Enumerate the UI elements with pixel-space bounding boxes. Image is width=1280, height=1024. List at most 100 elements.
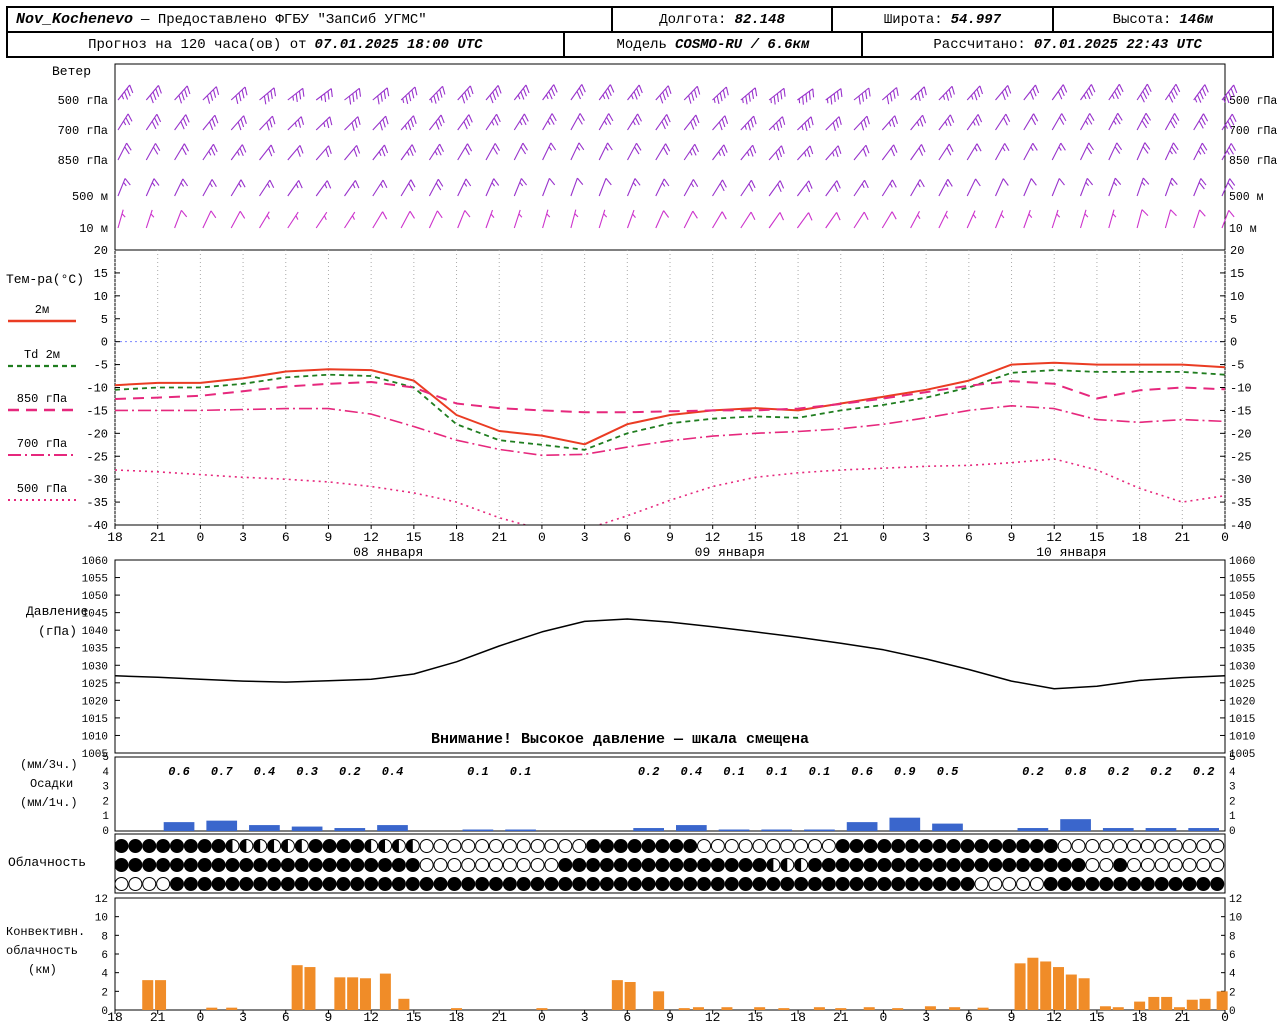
svg-text:0: 0: [101, 336, 108, 350]
svg-text:500 м: 500 м: [72, 190, 108, 204]
svg-text:6: 6: [623, 530, 631, 545]
altitude-label: Высота:: [1112, 11, 1172, 28]
svg-text:500 гПа: 500 гПа: [1229, 95, 1277, 108]
svg-text:-30: -30: [86, 473, 108, 487]
svg-text:21: 21: [491, 1010, 507, 1024]
svg-text:3: 3: [239, 530, 247, 545]
precip-bar: [633, 828, 664, 831]
svg-text:18: 18: [790, 530, 806, 545]
svg-text:20: 20: [1230, 244, 1244, 258]
conv-bar: [347, 977, 359, 1010]
wind-panel-title: Ветер: [52, 64, 92, 79]
svg-text:3: 3: [922, 1010, 930, 1024]
svg-text:-5: -5: [1230, 359, 1244, 373]
precip-bar: [505, 829, 536, 831]
svg-text:3: 3: [581, 530, 589, 545]
precip-bar: [889, 817, 921, 831]
svg-text:0.1: 0.1: [809, 765, 831, 779]
temp-legend: 2м Td 2м 850 гПа 700 гПа 500 гПа: [8, 303, 76, 501]
svg-text:0: 0: [1230, 336, 1237, 350]
svg-text:15: 15: [1230, 267, 1244, 281]
svg-text:9: 9: [1008, 530, 1016, 545]
altitude-segment: Высота: 146м: [1051, 8, 1272, 31]
svg-text:12: 12: [1229, 894, 1242, 906]
temp-line-Td 2м: [115, 369, 1225, 451]
conv-bar: [451, 1008, 463, 1010]
longitude-label: Долгота:: [659, 11, 727, 28]
svg-text:700 гПа: 700 гПа: [17, 437, 67, 451]
svg-text:0.4: 0.4: [254, 765, 276, 779]
conv-bar: [1173, 1007, 1185, 1010]
conv-bar: [754, 1007, 766, 1010]
svg-text:09 января: 09 января: [695, 545, 765, 560]
conv-bar: [155, 980, 167, 1010]
svg-text:3: 3: [922, 530, 930, 545]
conv-panel: 0 0 2 2 4 4 6 6 8 8 10 10 12 12: [95, 894, 1242, 1018]
pressure-panel-title: Давление: [26, 604, 89, 619]
conv-bar: [1065, 974, 1077, 1010]
svg-text:12: 12: [1046, 530, 1062, 545]
precip-bar: [291, 826, 323, 831]
model-label: Модель: [616, 36, 667, 53]
svg-text:12: 12: [705, 1010, 721, 1024]
svg-text:1045: 1045: [82, 609, 108, 621]
forecast-label: Прогноз на 120 часа(ов) от: [88, 36, 307, 53]
svg-text:500 гПа: 500 гПа: [17, 482, 67, 496]
conv-bar: [536, 1008, 548, 1010]
svg-text:1015: 1015: [1229, 714, 1255, 726]
temp-grid: [114, 250, 1226, 525]
svg-text:18: 18: [1132, 1010, 1148, 1024]
svg-text:1035: 1035: [1229, 644, 1255, 656]
conv-bar: [1078, 978, 1090, 1010]
svg-text:9: 9: [666, 1010, 674, 1024]
precip-bar: [1188, 828, 1219, 831]
svg-text:15: 15: [406, 530, 422, 545]
conv-bar: [1112, 1007, 1124, 1010]
svg-text:18: 18: [107, 530, 123, 545]
wind-barbs-700 гПа: 700 гПа 700 гПа: [58, 112, 1277, 138]
precip-bar: [804, 829, 835, 831]
svg-text:0.9: 0.9: [894, 765, 916, 779]
pressure-line: [114, 618, 1226, 690]
conv-bar: [1216, 991, 1228, 1010]
header: Nov_Kochenevo — Предоставлено ФГБУ "ЗапС…: [6, 6, 1274, 58]
model-segment: Модель COSMO-RU / 6.6км: [562, 33, 862, 56]
svg-text:0: 0: [538, 530, 546, 545]
cloud-panel: [114, 839, 1225, 891]
conv-bar: [206, 1007, 218, 1010]
conv-bar: [1053, 967, 1064, 1010]
temp-panel-title: Тем-ра(°C): [6, 272, 85, 287]
conv-bar: [611, 980, 623, 1010]
conv-bar: [924, 1006, 936, 1010]
svg-text:5: 5: [1229, 752, 1236, 764]
conv-bar: [1099, 1006, 1111, 1010]
svg-text:-25: -25: [1230, 450, 1252, 464]
precip-3h-label: (мм/3ч.): [20, 758, 78, 772]
svg-text:12: 12: [1046, 1010, 1062, 1024]
conv-bar: [835, 1008, 847, 1010]
conv-bar: [863, 1007, 875, 1010]
conv-panel-units: (км): [28, 963, 57, 977]
conv-bar: [1040, 961, 1052, 1010]
conv-bar: [142, 980, 154, 1010]
wind-barbs-10 м: 10 м 10 м: [79, 209, 1257, 236]
provider-text: — Предоставлено ФГБУ "ЗапСиб УГМС": [141, 11, 427, 28]
svg-text:10 м: 10 м: [79, 222, 108, 236]
svg-text:15: 15: [748, 1010, 764, 1024]
svg-text:6: 6: [282, 530, 290, 545]
calculated-segment: Рассчитано: 07.01.2025 22:43 UTC: [861, 33, 1272, 56]
temp-line-2м: [115, 361, 1225, 446]
svg-text:1045: 1045: [1229, 609, 1255, 621]
conv-bar: [678, 1008, 690, 1010]
latitude-segment: Широта: 54.997: [831, 8, 1051, 31]
svg-text:10 января: 10 января: [1036, 545, 1106, 560]
svg-text:0: 0: [196, 1010, 204, 1024]
precip-bar: [1060, 819, 1091, 831]
precip-bar: [718, 829, 750, 831]
pressure-panel-units: (гПа): [38, 624, 78, 639]
svg-text:-35: -35: [86, 496, 108, 510]
svg-text:1015: 1015: [82, 714, 108, 726]
temp-line-700 гПа: [115, 404, 1225, 457]
svg-text:0.4: 0.4: [382, 765, 404, 779]
svg-text:0: 0: [880, 1010, 888, 1024]
